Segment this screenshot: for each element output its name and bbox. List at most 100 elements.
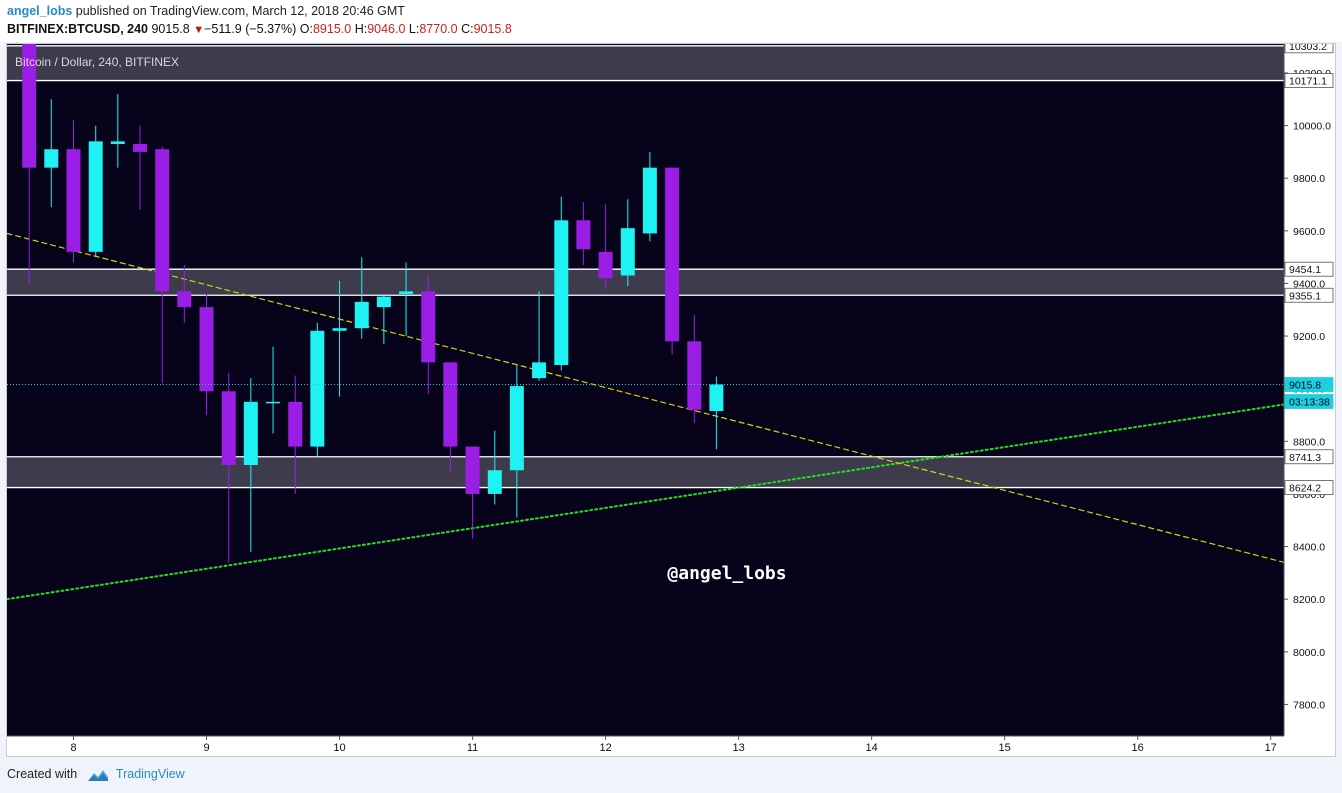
zone-bottom-badge-box xyxy=(1284,480,1334,495)
publication-line: angel_lobs published on TradingView.com,… xyxy=(7,4,405,18)
candle-body xyxy=(221,391,236,465)
candle-body xyxy=(44,149,59,168)
candle-body xyxy=(665,167,680,342)
candle-body xyxy=(310,330,325,447)
price-change: −511.9 (−5.37%) xyxy=(204,22,297,36)
candle-body xyxy=(465,446,480,494)
x-tick-label: 16 xyxy=(1132,742,1144,754)
x-tick-label: 13 xyxy=(732,742,744,754)
published-text: published on TradingView.com, March 12, … xyxy=(75,4,405,18)
zone-top-badge-box xyxy=(1284,261,1334,277)
plot-background[interactable] xyxy=(7,44,1284,736)
zone-bottom-badge-label: 8624.2 xyxy=(1289,483,1321,495)
candle-body xyxy=(354,301,369,329)
candle-body xyxy=(88,141,103,252)
zone-bottom-badge-label: 9355.1 xyxy=(1289,290,1321,302)
candle-body xyxy=(288,401,303,447)
zone-fill xyxy=(7,45,1284,81)
x-tick-label: 9 xyxy=(203,742,209,754)
zone-top-badge-label: 8741.3 xyxy=(1289,452,1321,464)
y-tick-label: 9600.0 xyxy=(1293,226,1325,238)
candle-body xyxy=(709,384,724,412)
candle-body xyxy=(399,291,414,294)
zone-top-badge-box xyxy=(1284,44,1334,54)
countdown-badge-label: 03:13:38 xyxy=(1289,397,1330,409)
y-tick-label: 7800.0 xyxy=(1293,699,1325,711)
candle-body xyxy=(487,470,502,494)
publication-header: angel_lobs published on TradingView.com,… xyxy=(0,0,1342,42)
ohlc-line: BITFINEX:BTCUSD, 240 9015.8 ▼−511.9 (−5.… xyxy=(7,22,512,36)
low-value: 8770.0 xyxy=(419,22,458,36)
candle-body xyxy=(243,401,258,465)
x-axis: 8 9 10 11 12 13 14 15 16 17 xyxy=(70,736,1277,754)
zone-top-badge-label: 9454.1 xyxy=(1289,264,1321,276)
tradingview-logo-icon[interactable] xyxy=(87,768,109,782)
last-price-badge-box xyxy=(1284,377,1334,392)
candle-body xyxy=(421,291,436,363)
author-link[interactable]: angel_lobs xyxy=(7,4,73,18)
y-tick-label: 10000.0 xyxy=(1293,121,1331,133)
candle-body xyxy=(110,141,125,144)
footer: Created with TradingView xyxy=(7,767,185,782)
x-tick-label: 8 xyxy=(70,742,76,754)
candle-body xyxy=(177,291,192,308)
y-tick-label: 9200.0 xyxy=(1293,331,1325,343)
candle-body xyxy=(620,228,635,276)
zone-bottom-badge-label: 10171.1 xyxy=(1289,76,1327,88)
zone-fill xyxy=(7,456,1284,488)
x-tick-label: 11 xyxy=(467,742,478,754)
high-label: H: xyxy=(354,22,368,36)
watermark-text: @angel_lobs xyxy=(667,563,786,584)
chart-title: Bitcoin / Dollar, 240, BITFINEX xyxy=(15,55,179,69)
zone-fill xyxy=(7,269,1284,296)
symbol-label: BITFINEX:BTCUSD, 240 xyxy=(7,22,148,36)
candle-body xyxy=(199,307,214,392)
candle-body xyxy=(155,149,170,292)
y-tick-label: 9400.0 xyxy=(1293,278,1325,290)
zone-bottom-badge-box xyxy=(1284,73,1334,88)
price-badges: 10303.2 10171.1 9454.1 9355.1 8741.3 8624.2 90… xyxy=(1284,44,1334,495)
open-value: 8915.0 xyxy=(312,22,352,36)
y-tick-label: 8200.0 xyxy=(1293,594,1325,606)
candle-body xyxy=(443,362,458,447)
countdown-badge-box xyxy=(1284,394,1334,409)
chart-frame[interactable]: Bitcoin / Dollar, 240, BITFINEX @angel_l… xyxy=(6,43,1336,757)
candle-body xyxy=(509,386,524,471)
price-chart[interactable]: Bitcoin / Dollar, 240, BITFINEX @angel_l… xyxy=(7,44,1335,756)
trendlines-layer xyxy=(7,232,1285,601)
candles-layer xyxy=(22,44,724,563)
created-with-text: Created with xyxy=(7,767,78,781)
y-tick-label: 9800.0 xyxy=(1293,173,1325,185)
close-value: 9015.8 xyxy=(473,22,512,36)
candle-body xyxy=(687,341,702,410)
tradingview-link[interactable]: TradingView xyxy=(115,767,185,781)
trendline-resistance xyxy=(7,232,1285,563)
candle-body xyxy=(642,167,657,234)
y-tick-label: 8800.0 xyxy=(1293,436,1325,448)
zones-layer xyxy=(7,45,1284,489)
candle-body xyxy=(133,143,148,152)
y-tick-label: 8400.0 xyxy=(1293,542,1325,554)
x-axis-background[interactable] xyxy=(7,736,1334,756)
zone-top-badge-box xyxy=(1284,449,1334,465)
high-value: 9046.0 xyxy=(367,22,406,36)
open-label: O: xyxy=(299,22,313,36)
trendline-support xyxy=(7,403,1285,601)
candle-body xyxy=(22,44,37,168)
x-tick-label: 12 xyxy=(599,742,611,754)
candle-body xyxy=(532,362,547,379)
candle-body xyxy=(376,296,391,308)
triangle-down-icon: ▼ xyxy=(193,24,205,36)
candle-body xyxy=(576,220,591,250)
y-tick-label: 8000.0 xyxy=(1293,647,1325,659)
candle-body xyxy=(266,401,281,404)
candle-body xyxy=(554,220,569,366)
candle-body xyxy=(598,251,613,279)
x-tick-label: 17 xyxy=(1265,742,1277,754)
last-price-badge-label: 9015.8 xyxy=(1289,380,1321,392)
x-tick-label: 10 xyxy=(333,742,345,754)
zone-top-badge-label: 10303.2 xyxy=(1289,44,1327,53)
x-tick-label: 15 xyxy=(999,742,1011,754)
candle-body xyxy=(66,149,81,252)
zone-bottom-badge-box xyxy=(1284,287,1334,303)
